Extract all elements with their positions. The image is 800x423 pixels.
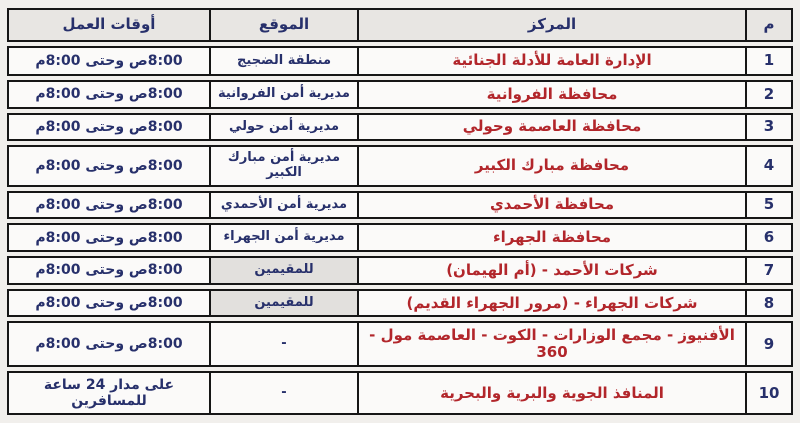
row-number-cell: 2 xyxy=(745,82,791,107)
header-number: م xyxy=(745,10,791,40)
location-cell: للمقيمين xyxy=(209,258,357,283)
working-hours-cell: 8:00ص وحتى 8:00م xyxy=(35,336,183,353)
center-name-cell: الأفنيوز - مجمع الوزارات - الكوت - العاص… xyxy=(357,323,745,366)
table-row: 5 محافظة الأحمدي مديرية أمن الأحمدي 8:00… xyxy=(7,190,793,220)
location-cell: مديرية أمن الأحمدي xyxy=(209,192,357,218)
row-number-cell: 8 xyxy=(745,290,791,316)
center-name-cell: شركات الجهراء - (مرور الجهراء القديم) xyxy=(357,290,745,316)
header-center: المركز xyxy=(357,10,745,40)
table-row: 10 المنافذ الجوية والبرية والبحرية - على… xyxy=(7,371,793,416)
working-hours-cell: 8:00ص وحتى 8:00م xyxy=(35,197,183,214)
location-cell: مديرية أمن الجهراء xyxy=(209,225,357,251)
working-hours-cell: 8:00ص وحتى 8:00م xyxy=(35,52,183,69)
center-name-cell: محافظة الجهراء xyxy=(357,225,745,251)
table-row: 8 شركات الجهراء - (مرور الجهراء القديم) … xyxy=(7,288,793,318)
working-hours-cell: 8:00ص وحتى 8:00م xyxy=(35,158,183,175)
location-cell: للمقيمين xyxy=(209,290,357,316)
row-number-cell: 9 xyxy=(745,323,791,366)
working-hours-cell: 8:00ص وحتى 8:00م xyxy=(35,119,183,136)
center-name-cell: الإدارة العامة للأدلة الجنائية xyxy=(357,48,745,75)
table-row: 2 محافظة الفروانية مديرية أمن الفروانية … xyxy=(7,80,793,109)
header-location: الموقع xyxy=(209,10,357,40)
location-cell: مديرية أمن حولي xyxy=(209,114,357,140)
center-name-cell: محافظة الأحمدي xyxy=(357,192,745,218)
center-name-cell: المنافذ الجوية والبرية والبحرية xyxy=(357,373,745,414)
row-number-cell: 3 xyxy=(745,114,791,140)
centers-table: م المركز الموقع أوقات العمل 1 الإدارة ال… xyxy=(7,8,793,416)
working-hours-cell: 8:00ص وحتى 8:00م xyxy=(35,295,183,312)
working-hours-cell: 8:00ص وحتى 8:00م xyxy=(35,86,183,103)
working-hours-cell: على مدار 24 ساعة للمسافرين xyxy=(43,377,175,410)
table-row: 4 محافظة مبارك الكبير مديرية أمن مبارك ا… xyxy=(7,145,793,187)
row-number-cell: 5 xyxy=(745,192,791,218)
row-number-cell: 4 xyxy=(745,147,791,185)
working-hours-cell: 8:00ص وحتى 8:00م xyxy=(35,229,183,246)
row-number-cell: 10 xyxy=(745,373,791,414)
location-cell: مديرية أمن الفروانية xyxy=(209,82,357,107)
table-row: 9 الأفنيوز - مجمع الوزارات - الكوت - الع… xyxy=(7,321,793,368)
location-cell: - xyxy=(209,323,357,366)
row-number-cell: 1 xyxy=(745,48,791,75)
center-name-cell: محافظة مبارك الكبير xyxy=(357,147,745,185)
location-cell: مديرية أمن مبارك الكبير xyxy=(209,147,357,185)
location-cell: - xyxy=(209,373,357,414)
center-name-cell: محافظة العاصمة وحولي xyxy=(357,114,745,140)
table-row: 1 الإدارة العامة للأدلة الجنائية منطقة ا… xyxy=(7,46,793,77)
table-header-row: م المركز الموقع أوقات العمل xyxy=(7,8,793,42)
location-cell: منطقة الضجيج xyxy=(209,48,357,75)
table-row: 7 شركات الأحمد - (أم الهيمان) للمقيمين 8… xyxy=(7,256,793,285)
table-row: 3 محافظة العاصمة وحولي مديرية أمن حولي 8… xyxy=(7,112,793,142)
row-number-cell: 6 xyxy=(745,225,791,251)
row-number-cell: 7 xyxy=(745,258,791,283)
center-name-cell: شركات الأحمد - (أم الهيمان) xyxy=(357,258,745,283)
table-row: 6 محافظة الجهراء مديرية أمن الجهراء 8:00… xyxy=(7,223,793,253)
working-hours-cell: 8:00ص وحتى 8:00م xyxy=(35,262,183,279)
center-name-cell: محافظة الفروانية xyxy=(357,82,745,107)
header-working-hours: أوقات العمل xyxy=(9,10,209,40)
